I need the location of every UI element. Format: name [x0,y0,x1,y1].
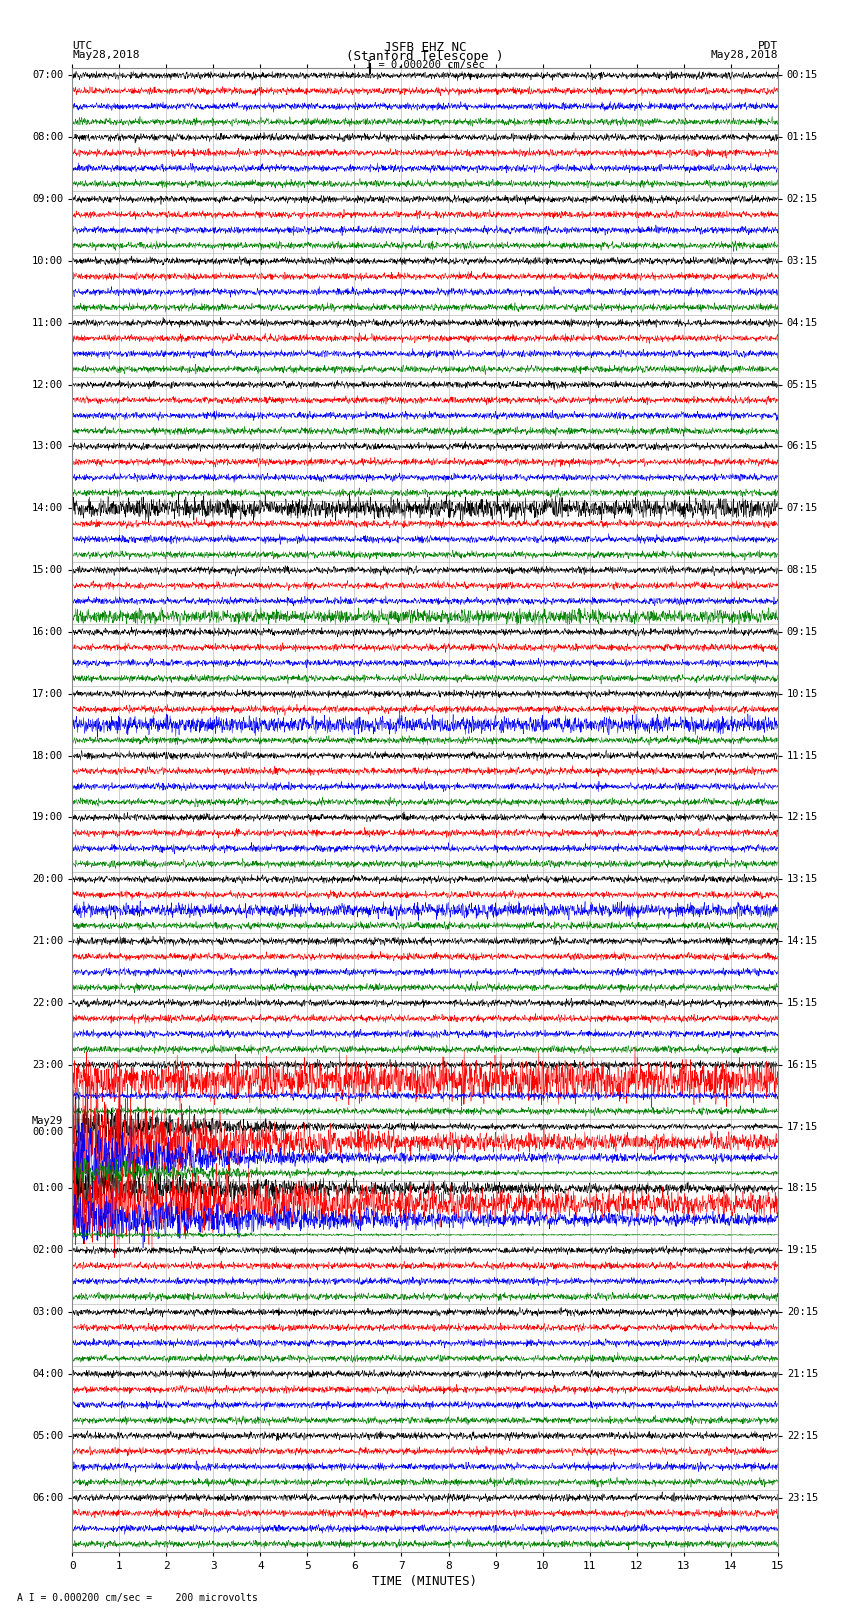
X-axis label: TIME (MINUTES): TIME (MINUTES) [372,1574,478,1587]
Text: May28,2018: May28,2018 [72,50,139,60]
Text: May28,2018: May28,2018 [711,50,778,60]
Text: (Stanford Telescope ): (Stanford Telescope ) [346,50,504,63]
Text: UTC: UTC [72,40,93,50]
Text: PDT: PDT [757,40,778,50]
Text: I = 0.000200 cm/sec: I = 0.000200 cm/sec [366,60,484,71]
Text: JSFB EHZ NC: JSFB EHZ NC [383,40,467,53]
Text: A I = 0.000200 cm/sec =    200 microvolts: A I = 0.000200 cm/sec = 200 microvolts [17,1594,258,1603]
